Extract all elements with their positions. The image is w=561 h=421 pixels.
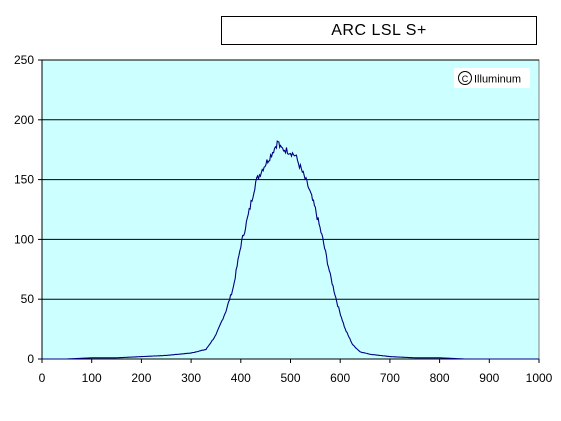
annotation-layer: C Illuminum [454, 68, 530, 88]
x-tick-label: 700 [380, 371, 400, 385]
series-layer [42, 140, 539, 360]
x-tick-label: 400 [231, 371, 251, 385]
y-tick-label: 100 [14, 232, 34, 246]
y-tick-label: 0 [27, 352, 34, 366]
x-tick-label: 500 [280, 371, 300, 385]
plot-area [41, 59, 540, 360]
x-tick-label: 600 [330, 371, 350, 385]
chart-title: ARC LSL S+ [221, 16, 537, 45]
x-tick-label: 800 [430, 371, 450, 385]
y-tick-label: 50 [21, 292, 35, 306]
x-tick-label: 200 [131, 371, 151, 385]
plot-background [41, 59, 540, 360]
y-tick-label: 200 [14, 113, 34, 127]
copyright-icon [458, 71, 472, 85]
series-line-0 [42, 140, 539, 360]
annotation-box [454, 68, 530, 88]
x-tick-label: 1000 [526, 371, 553, 385]
axes: 0 50 100 150 200 250 0 100 200 300 400 500 600 700 800… [14, 53, 553, 385]
x-tick-label: 100 [82, 371, 102, 385]
annotation-text: Illuminum [474, 74, 521, 86]
copyright-letter: C [462, 74, 469, 84]
x-tick-label: 300 [181, 371, 201, 385]
y-tick-label: 150 [14, 173, 34, 187]
x-tick-label: 0 [39, 371, 46, 385]
x-tick-label: 900 [479, 371, 499, 385]
y-tick-label: 250 [14, 53, 34, 67]
